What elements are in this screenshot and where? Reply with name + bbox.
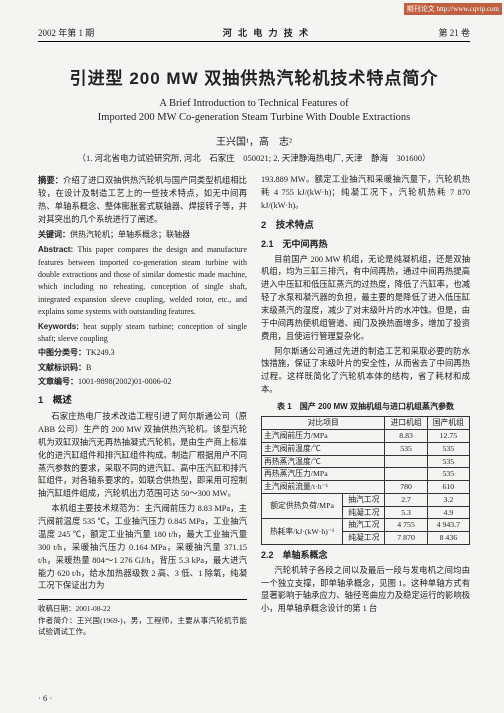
table-row: 主汽阀前温度/℃535535 [262,442,470,455]
abstract-zh: 摘要：介绍了进口双抽供热汽轮机与国产同类型机组相比较，在设计及制造工艺上的一些技… [38,174,247,226]
th-item: 对比项目 [262,417,385,430]
table-cell [385,468,427,481]
table-cell: 主汽阀前流量/t·h⁻¹ [262,481,385,494]
section-1-p2: 本机组主要技术规范为：主汽阀前压力 8.83 MPa，主汽阀前温度 535 ℃，… [38,503,247,593]
header-left: 2002 年第 1 期 [38,26,94,39]
doc-label: 文献标识码： [38,363,86,372]
table-cell: 8 436 [427,532,469,545]
keywords-zh: 关键词：供热汽轮机；单轴系概念；联轴器 [38,229,247,241]
right-column: 193.889 MW。额定工业抽汽和采暖抽汽量下，汽轮机热耗 4 755 kJ/… [261,174,470,638]
section-1-heading: 1 概述 [38,394,247,409]
keywords-en: Keywords: heat supply steam turbine; con… [38,321,247,346]
section-2-1-heading: 2.1 无中间再热 [261,238,470,252]
table-1: 对比项目 进口机组 国产机组 主汽阀前压力/MPa8.8312.75主汽阀前温度… [261,416,470,544]
table-row: 再热蒸汽压力/MPa 535 [262,468,470,481]
table-cell: 4 755 [385,519,427,532]
clc-value: TK249.3 [86,348,115,357]
section-2-2-heading: 2.2 单轴系概念 [261,549,470,563]
table-cell: 纯凝工况 [343,506,385,519]
doc-value: B [86,363,91,372]
table-cell: 主汽阀前温度/℃ [262,442,385,455]
title-zh: 引进型 200 MW 双抽供热汽轮机技术特点简介 [38,64,470,89]
table-cell: 535 [427,455,469,468]
affiliations: （1. 河北省电力试验研究所, 河北 石家庄 050021; 2. 天津静海热电… [38,152,470,164]
table-cell: 抽汽工况 [343,493,385,506]
table-row: 对比项目 进口机组 国产机组 [262,417,470,430]
title-en-line2: Imported 200 MW Co-generation Steam Turb… [38,111,470,125]
art-value: 1001-9898(2002)01-0006-02 [78,377,171,386]
table-cell: 3.2 [427,493,469,506]
table-row: 热耗率/kJ·(kW·h)⁻¹抽汽工况4 7554 943.7 [262,519,470,532]
table-cell: 热耗率/kJ·(kW·h)⁻¹ [262,519,343,544]
section-2-2-p1: 汽轮机转子各段之间以及最后一段与发电机之间均由一个独立支撑，即单轴承概念，见图 … [261,565,470,616]
table-cell: 610 [427,481,469,494]
abstract-en: Abstract: This paper compares the design… [38,244,247,318]
keywords-zh-text: 供热汽轮机；单轴系概念；联轴器 [70,230,190,239]
doc-code: 文献标识码：B [38,362,247,374]
footnote-author: 作者简介：王兴国(1969-)，男，工程师，主要从事汽轮机节能试验调试工作。 [38,615,247,638]
table-cell: 再热蒸汽温度/℃ [262,455,385,468]
abstract-zh-label: 摘要： [38,175,63,185]
table-cell: 抽汽工况 [343,519,385,532]
clc-label: 中图分类号： [38,348,86,357]
art-label: 文章编号： [38,377,78,386]
table-cell: 780 [385,481,427,494]
table-cell: 7 870 [385,532,427,545]
left-column: 摘要：介绍了进口双抽供热汽轮机与国产同类型机组相比较，在设计及制造工艺上的一些技… [38,174,247,638]
section-2-heading: 2 技术特点 [261,219,470,234]
authors: 王兴国¹，高 志² [38,133,470,148]
table-row: 主汽阀前压力/MPa8.8312.75 [262,430,470,443]
table-row: 主汽阀前流量/t·h⁻¹780610 [262,481,470,494]
table-row: 额定供热负荷/MPa抽汽工况2.73.2 [262,493,470,506]
footnote-date: 收稿日期：2001-08-22 [38,603,247,615]
th-domestic: 国产机组 [427,417,469,430]
watermark-tag: 期刊论文 http://www.cqvip.com [404,3,502,15]
keywords-zh-label: 关键词： [38,230,70,239]
section-1-cont: 193.889 MW。额定工业抽汽和采暖抽汽量下，汽轮机热耗 4 755 kJ/… [261,174,470,213]
table-cell [385,455,427,468]
section-2-1-p1: 目前国产 200 MW 机组，无论是纯凝机组，还是双抽机组，均为三缸三排汽，有中… [261,254,470,344]
table-cell: 12.75 [427,430,469,443]
section-1-p1: 石家庄热电厂技术改造工程引进了阿尔斯通公司（原 ABB 公司）生产的 200 M… [38,411,247,501]
abstract-zh-text: 介绍了进口双抽供热汽轮机与国产同类型机组相比较，在设计及制造工艺上的一些技术特点… [38,176,247,224]
table-cell: 纯凝工况 [343,532,385,545]
title-en-line1: A Brief Introduction to Technical Featur… [38,97,470,111]
table-cell: 4.9 [427,506,469,519]
page-number: · 6 · [38,693,52,703]
table-cell: 535 [427,442,469,455]
header-right: 第 21 卷 [438,26,470,39]
section-2-1-p2: 阿尔斯通公司通过先进的制造工艺和采取必要的防水蚀措施，保证了末级叶片的安全性，从… [261,346,470,397]
header-center: 河 北 电 力 技 术 [223,26,310,39]
table-cell: 8.83 [385,430,427,443]
table-cell: 4 943.7 [427,519,469,532]
table-cell: 额定供热负荷/MPa [262,493,343,518]
running-header: 2002 年第 1 期 河 北 电 力 技 术 第 21 卷 [38,26,470,42]
table-cell: 2.7 [385,493,427,506]
body-columns: 摘要：介绍了进口双抽供热汽轮机与国产同类型机组相比较，在设计及制造工艺上的一些技… [38,174,470,638]
table-cell: 535 [385,442,427,455]
table-1-caption: 表 1 国产 200 MW 双抽机组与进口机组蒸汽参数 [261,401,470,413]
footnote-rule [38,599,247,600]
abstract-en-label: Abstract: [38,245,77,254]
clc: 中图分类号：TK249.3 [38,347,247,359]
article-id: 文章编号：1001-9898(2002)01-0006-02 [38,376,247,388]
table-row: 再热蒸汽温度/℃ 535 [262,455,470,468]
table-cell: 再热蒸汽压力/MPa [262,468,385,481]
keywords-en-label: Keywords: [38,322,83,331]
table-cell: 5.3 [385,506,427,519]
table-cell: 535 [427,468,469,481]
abstract-en-text: This paper compares the design and manuf… [38,245,247,316]
table-cell: 主汽阀前压力/MPa [262,430,385,443]
th-import: 进口机组 [385,417,427,430]
page: 期刊论文 http://www.cqvip.com 2002 年第 1 期 河 … [0,0,504,713]
title-en: A Brief Introduction to Technical Featur… [38,97,470,125]
